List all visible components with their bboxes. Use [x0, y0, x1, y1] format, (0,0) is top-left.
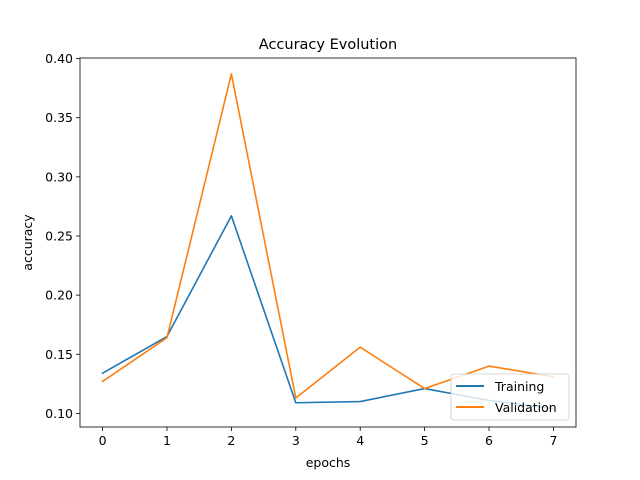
series-line-validation	[101, 73, 555, 399]
y-tick-label: 0.35	[45, 110, 73, 125]
x-axis-label: epochs	[306, 455, 351, 470]
plot-area-background	[80, 58, 576, 427]
legend: Training Validation	[450, 373, 570, 421]
x-tick-label: 2	[227, 433, 235, 448]
x-tick-label: 4	[356, 433, 364, 448]
plot-frame	[79, 57, 577, 428]
chart-title: Accuracy Evolution	[259, 37, 397, 53]
legend-label-validation: Validation	[495, 400, 557, 415]
x-tick-label: 6	[485, 433, 493, 448]
y-axis-ticks: 0.10 0.15 0.20 0.25 0.30 0.35 0.40	[45, 51, 80, 421]
y-tick-label: 0.30	[45, 169, 73, 184]
x-tick-label: 7	[549, 433, 557, 448]
x-tick-label: 3	[292, 433, 300, 448]
y-tick-label: 0.15	[45, 347, 73, 362]
y-tick-label: 0.20	[45, 288, 73, 303]
x-tick-label: 5	[421, 433, 429, 448]
y-tick-label: 0.10	[45, 406, 73, 421]
x-axis-ticks: 0 1 2 3 4 5 6 7	[99, 427, 557, 448]
x-tick-label: 1	[163, 433, 171, 448]
legend-label-training: Training	[494, 379, 544, 394]
y-axis-label: accuracy	[20, 214, 35, 271]
y-tick-label: 0.40	[45, 51, 73, 66]
y-tick-label: 0.25	[45, 228, 73, 243]
x-tick-label: 0	[99, 433, 107, 448]
